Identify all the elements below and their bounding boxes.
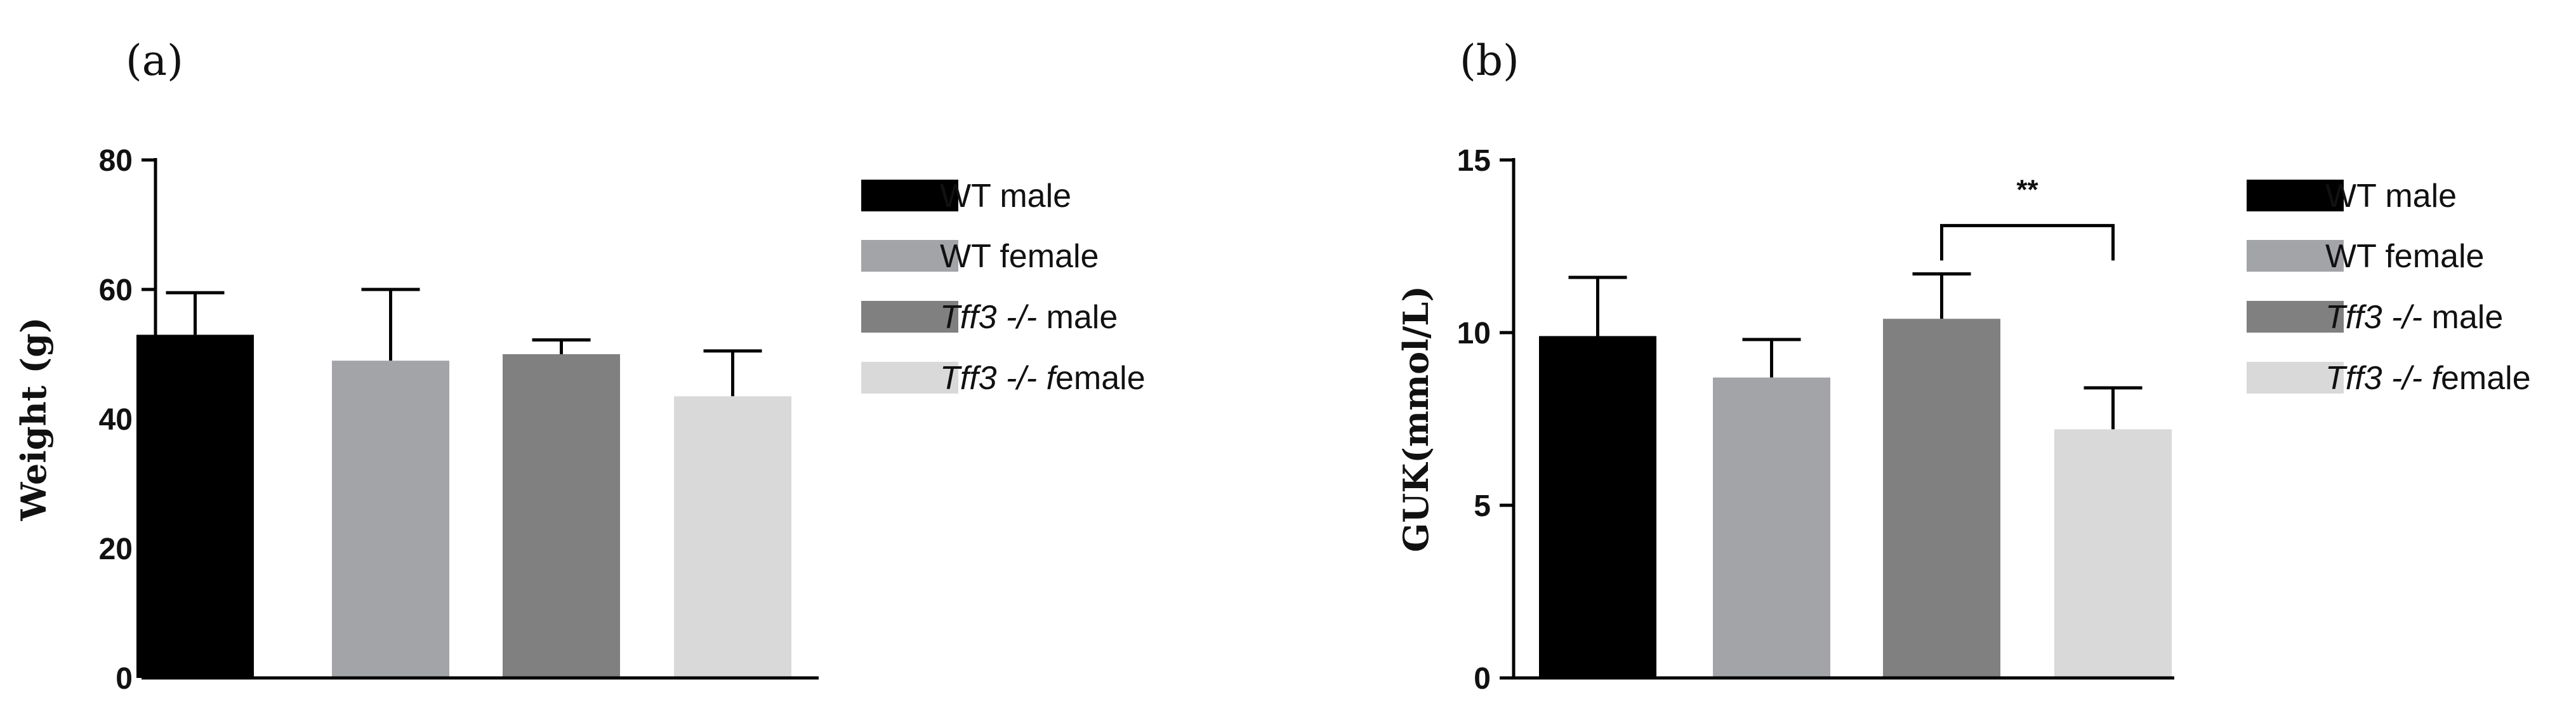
legend-label-1: WT male <box>2325 178 2457 215</box>
y-tick-label: 5 <box>1474 489 1491 523</box>
significance-label: ** <box>2016 174 2038 205</box>
legend-label-2: WT female <box>940 238 1099 275</box>
bar-4 <box>2054 429 2172 678</box>
y-tick-label: 60 <box>99 274 133 307</box>
y-axis-title: Weight (g) <box>13 317 54 522</box>
panel-label: (b) <box>1460 36 1519 85</box>
significance-bracket <box>1940 223 2115 261</box>
legend-label-4: Tff3 -/- female <box>940 360 1146 397</box>
bar-4 <box>674 396 791 678</box>
legend-swatch-3 <box>861 301 958 333</box>
legend-swatch-2 <box>861 240 958 272</box>
chart-panel-2: (b) GUK(mmol/L) 0 5 10 15 ** WT male WT female Tf… <box>1396 36 2531 696</box>
chart-panel-1: (a) Weight (g) 0 20 40 60 80 WT male WT female Tf… <box>13 36 1146 696</box>
legend-label-3: Tff3 -/- male <box>2325 299 2503 336</box>
legend-swatch-3 <box>2247 301 2344 333</box>
legend-label-2: WT female <box>2325 238 2484 275</box>
legend-swatch-2 <box>2247 240 2344 272</box>
y-tick-label: 40 <box>99 403 133 437</box>
bar-1 <box>1539 336 1656 678</box>
y-tick-label: 10 <box>1457 317 1491 350</box>
legend-label-4: Tff3 -/- female <box>2325 360 2531 397</box>
bar-3 <box>503 354 620 678</box>
legend-swatch-4 <box>861 362 958 394</box>
y-axis-title: GUK(mmol/L) <box>1396 286 1436 552</box>
legend-label-1: WT male <box>940 178 1071 215</box>
legend-label-3: Tff3 -/- male <box>940 299 1118 336</box>
legend-swatch-1 <box>861 180 958 211</box>
panel-label: (a) <box>126 36 183 85</box>
bar-2 <box>332 361 449 678</box>
y-tick-label: 20 <box>99 533 133 566</box>
y-tick-label: 15 <box>1457 144 1491 178</box>
bar-2 <box>1713 377 1830 678</box>
legend-swatch-1 <box>2247 180 2344 211</box>
y-tick-label: 0 <box>1474 662 1491 696</box>
y-tick-label: 80 <box>99 144 133 178</box>
bar-3 <box>1883 319 2000 678</box>
y-tick-label: 0 <box>116 662 133 696</box>
legend-swatch-4 <box>2247 362 2344 394</box>
